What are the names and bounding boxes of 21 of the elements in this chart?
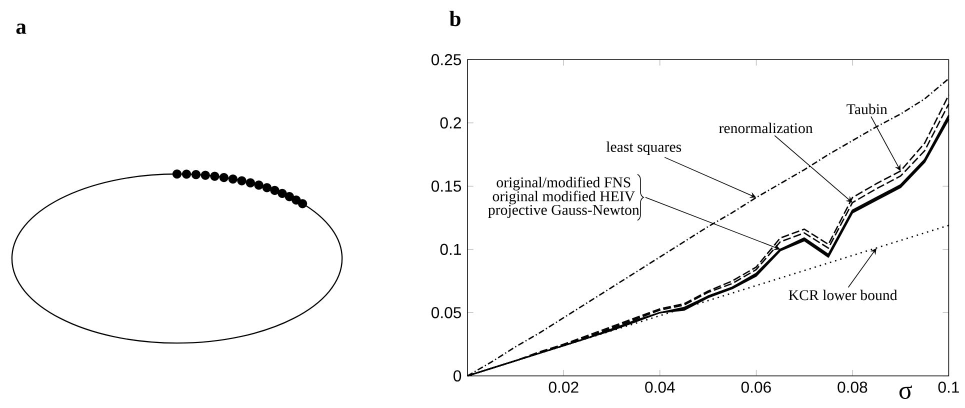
x-tick-label: 0.1 (938, 382, 959, 393)
annotation: KCR lower bound (788, 290, 898, 300)
y-tick-label: 0.2 (440, 117, 461, 129)
annotation: projective Gauss-Newton (488, 205, 640, 218)
annotation: original/modified FNS (496, 176, 630, 191)
annotation: renormalization (719, 122, 813, 134)
annotation: original modified HEIV (492, 190, 635, 205)
y-tick-label: 0.1 (440, 244, 461, 256)
y-tick-label: 0.05 (431, 307, 462, 318)
y-tick-label: 0 (454, 370, 462, 382)
annotation: Taubin (846, 104, 888, 114)
text: a (16, 24, 26, 34)
x-tick-label: 0.08 (838, 382, 868, 393)
annotation: least squares (606, 142, 682, 156)
x-axis-title: σ (899, 386, 912, 400)
y-tick-label: 0.25 (431, 54, 462, 66)
x-tick-label: 0.02 (548, 382, 578, 393)
chart-title: b (449, 11, 460, 26)
x-tick-label: 0.06 (741, 382, 771, 393)
x-tick-label: 0.04 (645, 382, 675, 393)
y-tick-label: 0.15 (431, 180, 462, 192)
